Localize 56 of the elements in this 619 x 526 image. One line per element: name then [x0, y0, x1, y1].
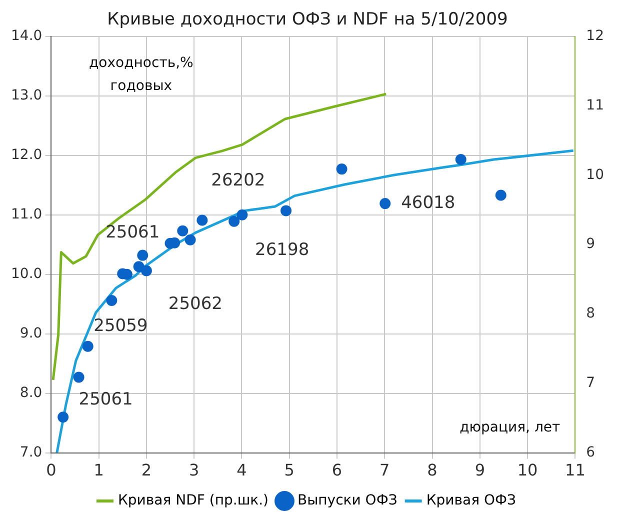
x-tick-label: 6 [332, 460, 342, 480]
point [58, 412, 69, 423]
legend-label: Кривая ОФЗ [426, 492, 516, 509]
y2-tick-label: 9 [586, 236, 596, 252]
x-tick-label: 4 [236, 460, 247, 480]
point [106, 295, 118, 306]
x-tick-label: 3 [188, 460, 200, 480]
x-axis-title: дюрация, лет [460, 419, 560, 436]
point [196, 214, 208, 226]
annotation: 26202 [211, 170, 266, 190]
legend-label: Кривая NDF (пр.шк.) [118, 492, 268, 509]
annotation: 46018 [401, 192, 456, 213]
point [336, 164, 348, 175]
point [495, 190, 506, 201]
point [455, 154, 466, 166]
annotation: 25061 [78, 390, 133, 410]
chart-title: Кривые доходности ОФЗ и NDF на 5/10/2009 [107, 10, 508, 30]
annotation: 26198 [255, 240, 310, 260]
y2-tick-label: 10 [586, 166, 604, 183]
legend-label: Выпуски ОФЗ [297, 492, 398, 509]
y2-tick-label: 7 [586, 375, 596, 392]
y-tick-label: 7.0 [20, 444, 42, 460]
point [137, 250, 148, 261]
y2-tick-label: 12 [586, 28, 604, 44]
x-tick-label: 0 [46, 460, 56, 480]
y-tick-label: 11.0 [11, 206, 42, 222]
point [280, 205, 292, 216]
y-tick-label: 14.0 [11, 28, 42, 44]
x-tick-label: 8 [427, 460, 438, 480]
y-tick-label: 9.0 [20, 325, 42, 342]
y2-tick-label: 11 [586, 97, 604, 114]
point [73, 372, 84, 383]
point [184, 234, 196, 246]
y-tick-label: 10.0 [11, 266, 42, 282]
y-axis-title: доходность,% годовых [88, 55, 194, 94]
y-tick-label: 8.0 [20, 384, 42, 401]
point [228, 216, 240, 227]
x-tick-label: 9 [474, 460, 486, 480]
point [140, 265, 152, 276]
x-tick-label: 2 [141, 460, 152, 480]
annotation: 25061 [106, 222, 160, 243]
annotation: 25059 [94, 316, 148, 336]
point [82, 340, 94, 352]
x-tick-label: 5 [284, 460, 294, 480]
annotation: 25062 [168, 294, 222, 314]
point [380, 198, 391, 210]
x-tick-label: 7 [380, 460, 390, 480]
x-tick-label: 11 [565, 460, 586, 480]
y2-tick-label: 6 [586, 444, 596, 460]
y-tick-label: 12.0 [11, 147, 42, 164]
point [177, 225, 188, 236]
x-tick-label: 1 [94, 460, 104, 480]
y2-tick-label: 8 [586, 306, 596, 322]
point [236, 209, 248, 220]
x-tick-label: 10 [517, 460, 538, 480]
y-tick-label: 13.0 [11, 88, 42, 104]
